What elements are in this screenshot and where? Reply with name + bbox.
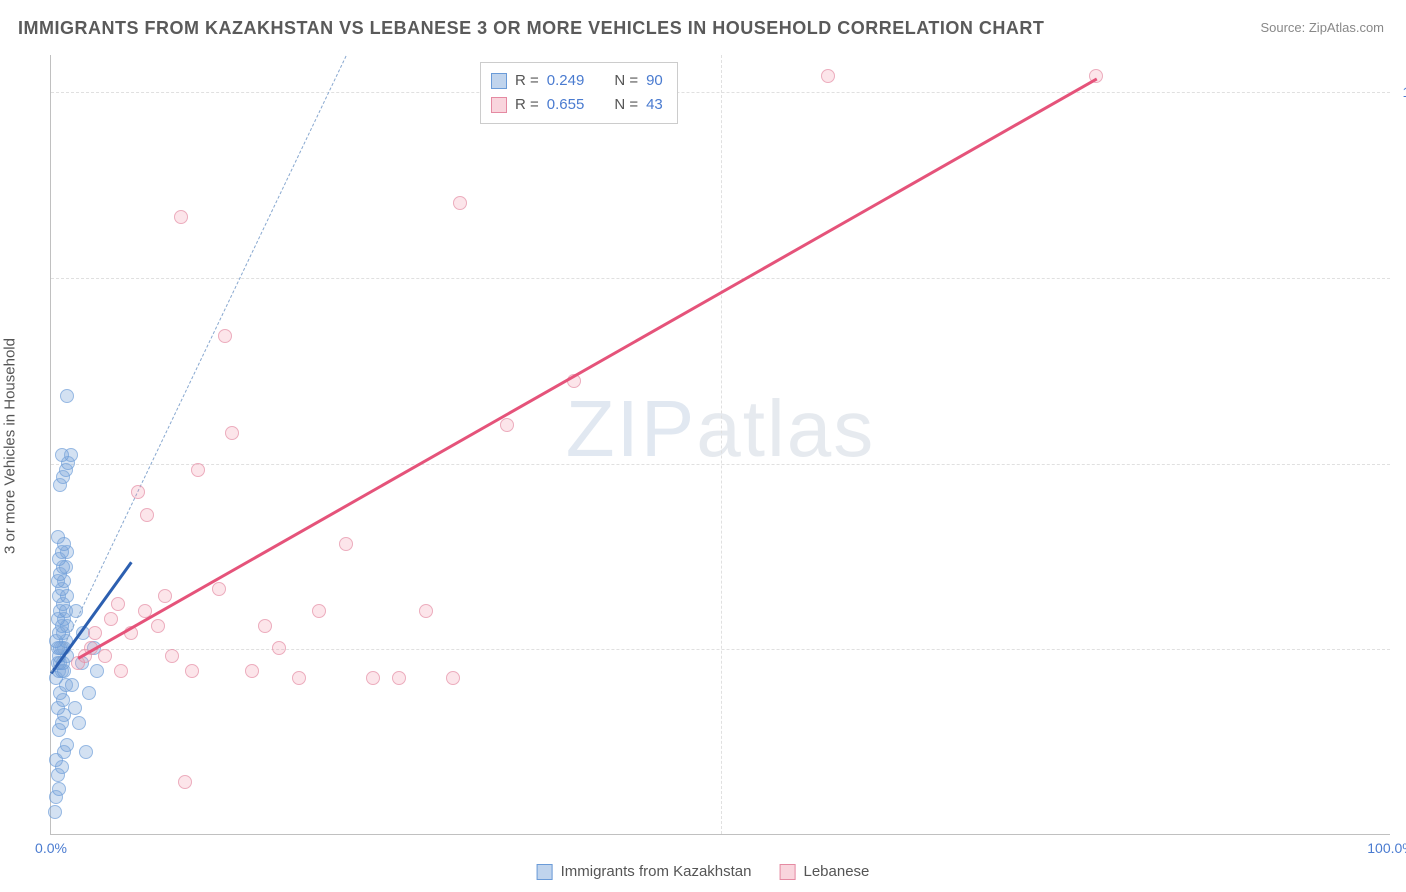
stat-row: R = 0.249 N = 90 [491, 69, 663, 93]
data-point [52, 782, 66, 796]
legend-swatch [537, 864, 553, 880]
data-point [419, 604, 433, 618]
reference-diagonal [51, 55, 347, 672]
data-point [82, 686, 96, 700]
source-attribution: Source: ZipAtlas.com [1260, 20, 1384, 35]
data-point [60, 389, 74, 403]
y-tick-label: 100.0% [1395, 84, 1406, 100]
legend-swatch [780, 864, 796, 880]
data-point [245, 664, 259, 678]
r-value: 0.655 [547, 93, 585, 117]
data-point [60, 738, 74, 752]
y-tick-label: 50.0% [1395, 456, 1406, 472]
data-point [140, 508, 154, 522]
legend-bottom: Immigrants from Kazakhstan Lebanese [537, 863, 870, 880]
legend-swatch [491, 73, 507, 89]
plot-area: ZIPatlas 25.0%50.0%75.0%100.0%0.0%100.0% [50, 55, 1390, 835]
data-point [51, 530, 65, 544]
data-point [111, 597, 125, 611]
data-point [312, 604, 326, 618]
data-point [366, 671, 380, 685]
legend-item: Immigrants from Kazakhstan [537, 863, 752, 880]
data-point [48, 805, 62, 819]
data-point [65, 678, 79, 692]
r-value: 0.249 [547, 69, 585, 93]
stat-row: R = 0.655 N = 43 [491, 93, 663, 117]
data-point [446, 671, 460, 685]
data-point [225, 426, 239, 440]
data-point [392, 671, 406, 685]
data-point [821, 69, 835, 83]
data-point [191, 463, 205, 477]
y-tick-label: 75.0% [1395, 270, 1406, 286]
data-point [185, 664, 199, 678]
x-tick-label: 100.0% [1367, 840, 1406, 856]
trend-line [77, 77, 1097, 659]
data-point [98, 649, 112, 663]
data-point [114, 664, 128, 678]
correlation-stat-box: R = 0.249 N = 90 R = 0.655 N = 43 [480, 62, 678, 124]
data-point [151, 619, 165, 633]
data-point [55, 448, 69, 462]
data-point [178, 775, 192, 789]
legend-swatch [491, 97, 507, 113]
n-value: 90 [646, 69, 663, 93]
data-point [258, 619, 272, 633]
data-point [165, 649, 179, 663]
data-point [68, 701, 82, 715]
n-value: 43 [646, 93, 663, 117]
watermark-secondary: atlas [696, 384, 875, 473]
data-point [90, 664, 104, 678]
watermark-primary: ZIP [566, 384, 696, 473]
chart-title: IMMIGRANTS FROM KAZAKHSTAN VS LEBANESE 3… [18, 18, 1044, 39]
data-point [174, 210, 188, 224]
data-point [72, 716, 86, 730]
data-point [158, 589, 172, 603]
data-point [339, 537, 353, 551]
data-point [79, 745, 93, 759]
legend-label: Lebanese [804, 863, 870, 880]
data-point [500, 418, 514, 432]
n-label: N = [614, 93, 638, 117]
data-point [88, 626, 102, 640]
data-point [272, 641, 286, 655]
y-axis-label: 3 or more Vehicles in Household [2, 338, 19, 554]
gridline-v [721, 55, 722, 834]
data-point [212, 582, 226, 596]
r-label: R = [515, 93, 539, 117]
n-label: N = [614, 69, 638, 93]
x-tick-label: 0.0% [35, 840, 67, 856]
data-point [453, 196, 467, 210]
legend-label: Immigrants from Kazakhstan [561, 863, 752, 880]
data-point [218, 329, 232, 343]
data-point [104, 612, 118, 626]
data-point [292, 671, 306, 685]
data-point [131, 485, 145, 499]
legend-item: Lebanese [780, 863, 870, 880]
r-label: R = [515, 69, 539, 93]
y-tick-label: 25.0% [1395, 641, 1406, 657]
